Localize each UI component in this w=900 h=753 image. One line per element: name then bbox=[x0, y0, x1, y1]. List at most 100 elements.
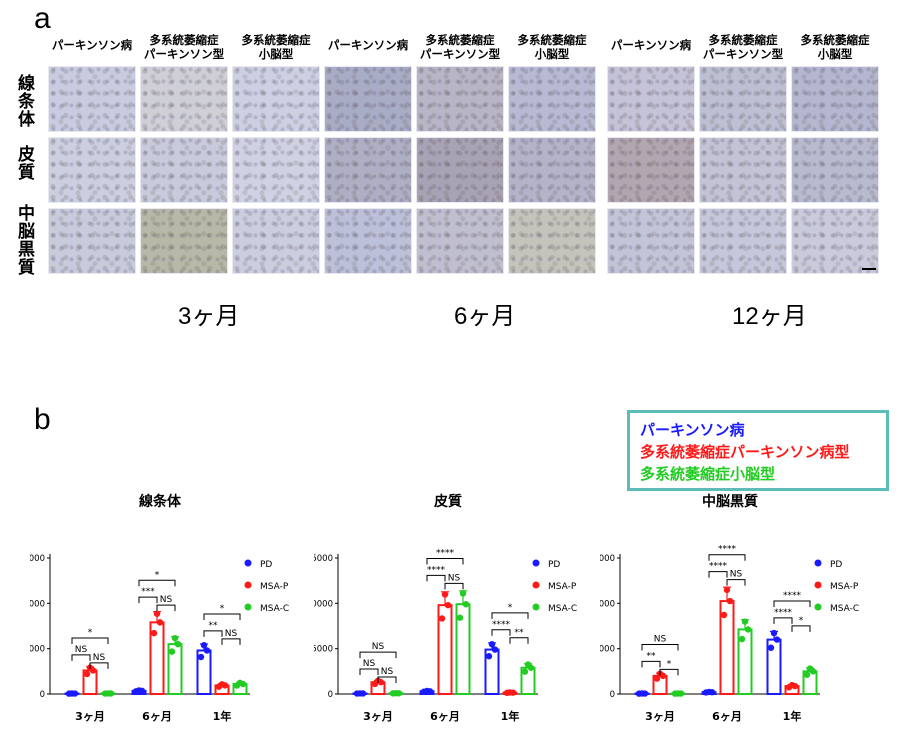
data-point bbox=[791, 682, 799, 690]
significance-label: **** bbox=[427, 565, 446, 575]
significance-label: NS bbox=[448, 573, 461, 583]
data-point bbox=[156, 619, 164, 626]
data-point bbox=[426, 688, 434, 695]
data-point bbox=[444, 601, 452, 609]
significance-bracket bbox=[641, 660, 661, 668]
significance-bracket bbox=[377, 676, 397, 683]
micrograph-tile bbox=[324, 66, 412, 132]
x-tick-label: 6ヶ月 bbox=[142, 710, 172, 723]
data-point bbox=[138, 687, 146, 695]
legend-label: MSA-P bbox=[830, 582, 859, 592]
micrograph-tile bbox=[416, 66, 504, 132]
micrograph-tile bbox=[791, 66, 879, 132]
legend-marker bbox=[244, 559, 252, 567]
significance-label: **** bbox=[783, 591, 802, 601]
legend-label: PD bbox=[260, 560, 272, 570]
y-tick-label: 10000 bbox=[314, 599, 333, 609]
data-point bbox=[221, 682, 229, 689]
data-point bbox=[153, 610, 161, 617]
significance-bracket bbox=[773, 600, 811, 607]
significance-bracket bbox=[708, 571, 728, 578]
data-point bbox=[708, 688, 716, 696]
data-point bbox=[203, 647, 211, 654]
data-point bbox=[197, 653, 205, 661]
significance-bracket bbox=[138, 579, 176, 587]
legend-item-pd: パーキンソン病 bbox=[640, 421, 745, 439]
legend-marker bbox=[814, 559, 822, 567]
micrograph-tile bbox=[232, 208, 320, 274]
y-tick-label: 15000 bbox=[314, 554, 333, 564]
data-point bbox=[168, 648, 176, 655]
data-point bbox=[359, 690, 367, 697]
data-point bbox=[171, 634, 179, 642]
column-label-0-2: 多系統萎縮症 小脳型 bbox=[241, 33, 311, 61]
significance-bracket bbox=[791, 625, 811, 632]
micrograph-tile bbox=[791, 208, 879, 274]
y-tick-label: 15000 bbox=[30, 554, 45, 564]
legend-marker bbox=[532, 603, 540, 611]
micrograph-tile bbox=[508, 137, 596, 203]
x-tick-label: 3ヶ月 bbox=[645, 710, 675, 723]
micrograph-tile bbox=[607, 66, 695, 132]
data-point bbox=[741, 618, 749, 625]
chart-title: 線条体 bbox=[139, 493, 182, 510]
legend-marker bbox=[244, 581, 252, 589]
micrograph-tile bbox=[140, 208, 228, 274]
micrograph-tile bbox=[416, 137, 504, 203]
x-tick-label: 6ヶ月 bbox=[712, 710, 742, 723]
y-tick-label: 0 bbox=[40, 690, 45, 700]
legend-item-msa-p: 多系統萎縮症パーキンソン病型 bbox=[640, 443, 850, 461]
micrograph-tile bbox=[699, 137, 787, 203]
significance-bracket bbox=[138, 596, 158, 604]
column-label-0-0: パーキンソン病 bbox=[51, 38, 133, 52]
significance-bracket bbox=[444, 582, 464, 590]
data-point bbox=[767, 644, 775, 651]
data-point bbox=[377, 679, 385, 686]
micrograph-tile bbox=[607, 208, 695, 274]
micrograph-tile bbox=[508, 208, 596, 274]
significance-bracket bbox=[509, 637, 529, 644]
y-tick-label: 6000 bbox=[600, 554, 615, 564]
micrograph-tile bbox=[140, 137, 228, 203]
y-tick-label: 0 bbox=[610, 690, 615, 700]
significance-bracket bbox=[426, 574, 446, 582]
micrograph-tile bbox=[416, 208, 504, 274]
legend-item-msa-c: 多系統萎縮症小脳型 bbox=[640, 465, 776, 483]
micrograph-tile bbox=[324, 208, 412, 274]
significance-bracket bbox=[221, 638, 241, 645]
group-legend-box: パーキンソン病 多系統萎縮症パーキンソン病型 多系統萎縮症小脳型 bbox=[627, 410, 889, 491]
micrograph-tile bbox=[699, 208, 787, 274]
timepoint-label-0: 3ヶ月 bbox=[178, 303, 240, 330]
y-tick-label: 4000 bbox=[600, 599, 615, 609]
timepoint-label-2: 12ヶ月 bbox=[732, 303, 807, 330]
significance-label: NS bbox=[730, 570, 743, 580]
micrograph-tile bbox=[699, 66, 787, 132]
data-point bbox=[239, 680, 247, 688]
micrograph-tile bbox=[48, 208, 136, 274]
data-point bbox=[107, 690, 115, 697]
significance-bracket bbox=[708, 554, 746, 561]
significance-bracket bbox=[89, 662, 109, 669]
data-point bbox=[744, 626, 752, 633]
significance-bracket bbox=[726, 579, 746, 586]
y-tick-label: 5000 bbox=[314, 645, 333, 655]
significance-label: **** bbox=[774, 608, 793, 618]
micrograph-tile bbox=[232, 137, 320, 203]
column-label-1-1: 多系統萎縮症 パーキンソン型 bbox=[419, 33, 501, 61]
legend-label: MSA-C bbox=[830, 604, 859, 614]
significance-label: * bbox=[799, 616, 804, 626]
scale-bar bbox=[862, 268, 876, 270]
legend-marker bbox=[814, 603, 822, 611]
significance-label: **** bbox=[492, 620, 511, 630]
significance-bracket bbox=[203, 613, 241, 621]
data-point bbox=[200, 642, 208, 649]
micrograph-tile bbox=[140, 66, 228, 132]
significance-bracket bbox=[773, 617, 793, 624]
significance-label: ** bbox=[209, 621, 219, 631]
y-tick-label: 10000 bbox=[30, 599, 45, 609]
significance-label: **** bbox=[709, 562, 728, 572]
significance-label: NS bbox=[75, 645, 88, 655]
panel-b-letter: b bbox=[34, 403, 51, 436]
significance-label: * bbox=[155, 570, 160, 580]
significance-bracket bbox=[359, 668, 379, 675]
